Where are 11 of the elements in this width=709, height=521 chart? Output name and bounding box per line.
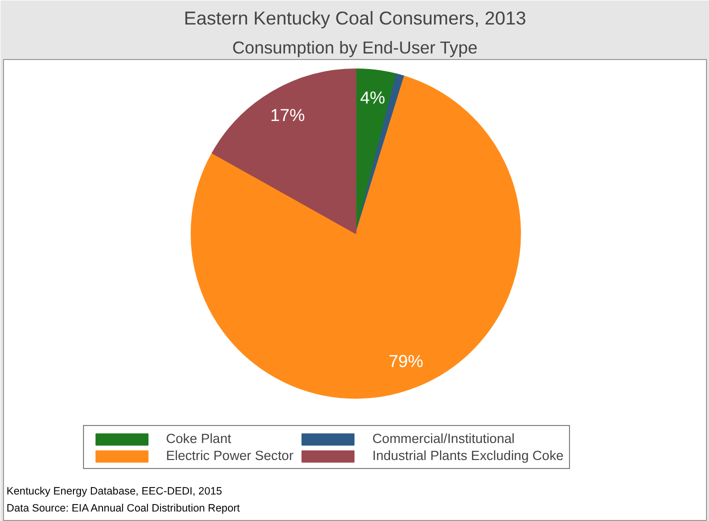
legend-label: Coke Plant <box>166 431 232 446</box>
data-label: 79% <box>388 351 424 372</box>
text: Kentucky Energy Database, EEC-DEDI, 2015 <box>6 486 222 498</box>
data-label: 4% <box>360 87 386 108</box>
chart-title: Eastern Kentucky Coal Consumers, 2013 <box>184 8 526 28</box>
chart-subtitle: Consumption by End-User Type <box>232 38 478 58</box>
legend-label: Industrial Plants Excluding Coke <box>372 448 564 463</box>
legend-label: Commercial/Institutional <box>372 431 515 446</box>
legend-label: Electric Power Sector <box>166 448 294 463</box>
data-label: 17% <box>270 105 305 126</box>
source-note: Data Source: EIA Annual Coal Distribution Report <box>6 502 240 514</box>
